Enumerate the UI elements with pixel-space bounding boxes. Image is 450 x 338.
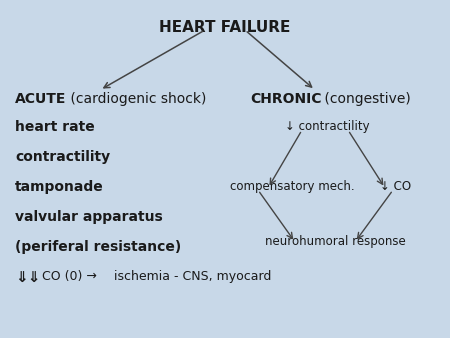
Text: tamponade: tamponade — [15, 180, 104, 194]
Text: ↓ CO: ↓ CO — [380, 180, 411, 193]
Text: contractility: contractility — [15, 150, 110, 164]
Text: CHRONIC: CHRONIC — [250, 92, 321, 106]
Text: valvular apparatus: valvular apparatus — [15, 210, 163, 224]
Text: HEART FAILURE: HEART FAILURE — [159, 20, 291, 35]
Text: ACUTE: ACUTE — [15, 92, 67, 106]
Text: heart rate: heart rate — [15, 120, 95, 134]
Text: ↓ contractility: ↓ contractility — [285, 120, 369, 133]
Text: neurohumoral response: neurohumoral response — [265, 235, 406, 248]
Text: (congestive): (congestive) — [320, 92, 411, 106]
Text: ⇓⇓: ⇓⇓ — [15, 270, 40, 285]
Text: CO (0) →: CO (0) → — [38, 270, 97, 283]
Text: ischemia - CNS, myocard: ischemia - CNS, myocard — [110, 270, 271, 283]
Text: (cardiogenic shock): (cardiogenic shock) — [66, 92, 207, 106]
Text: compensatory mech.: compensatory mech. — [230, 180, 355, 193]
Text: (periferal resistance): (periferal resistance) — [15, 240, 181, 254]
